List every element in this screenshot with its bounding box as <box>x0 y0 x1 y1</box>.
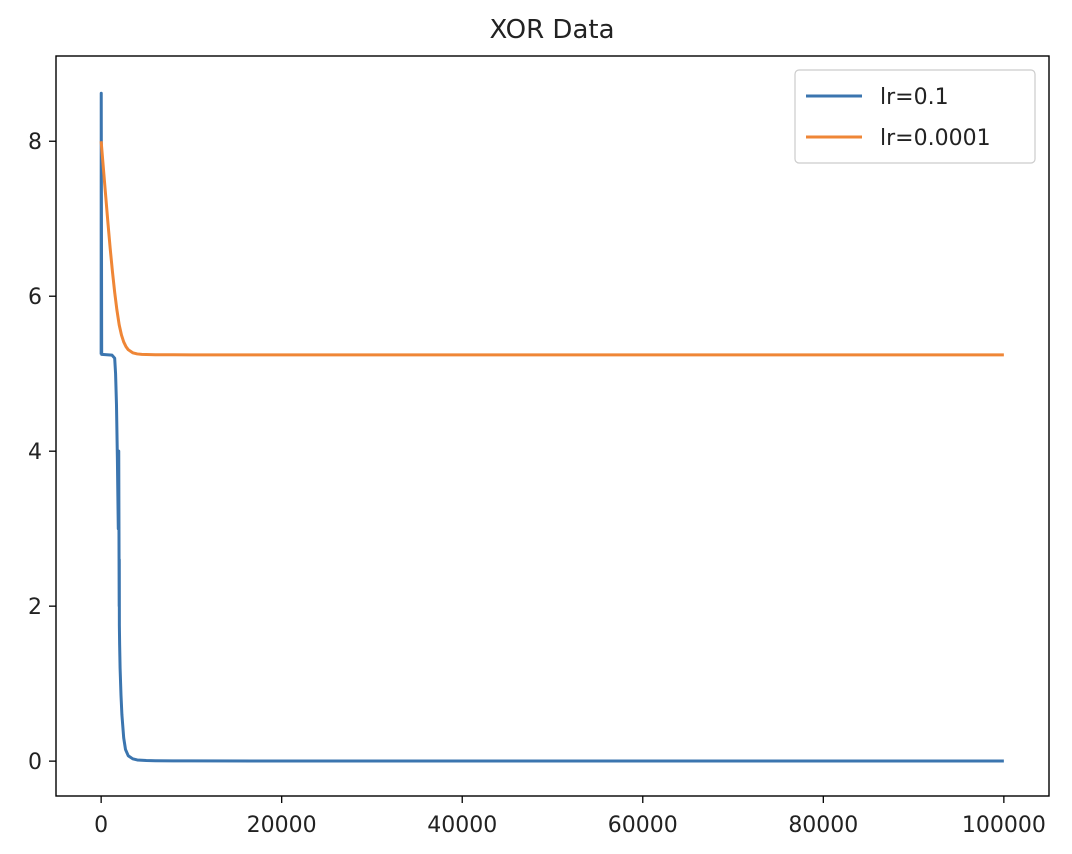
series-line-lr-0.1 <box>99 91 1004 763</box>
y-axis: 0 2 4 6 8 <box>28 130 56 775</box>
legend-box <box>794 69 1036 164</box>
x-tick-label: 60000 <box>608 813 678 838</box>
x-tick-label: 100000 <box>962 813 1046 838</box>
y-tick-label: 4 <box>28 440 42 465</box>
axes-frame <box>55 55 1050 797</box>
x-tick-label: 0 <box>94 813 108 838</box>
legend: lr=0.1 lr=0.0001 <box>794 69 1036 164</box>
x-tick-label: 40000 <box>427 813 497 838</box>
y-tick-label: 0 <box>28 750 42 775</box>
legend-label-lr-0.0001: lr=0.0001 <box>880 126 991 151</box>
y-tick-label: 6 <box>28 285 42 310</box>
y-tick-label: 2 <box>28 595 42 620</box>
chart-title: XOR Data <box>489 15 614 45</box>
y-tick-label: 8 <box>28 130 42 155</box>
x-tick-label: 80000 <box>788 813 858 838</box>
series-line-lr-0.0001 <box>99 141 1004 357</box>
legend-label-lr-0.1: lr=0.1 <box>880 85 949 110</box>
x-axis: 0 20000 40000 60000 80000 100000 <box>94 796 1046 838</box>
plot-area <box>55 55 1050 797</box>
series-layer <box>99 91 1004 763</box>
x-tick-label: 20000 <box>247 813 317 838</box>
